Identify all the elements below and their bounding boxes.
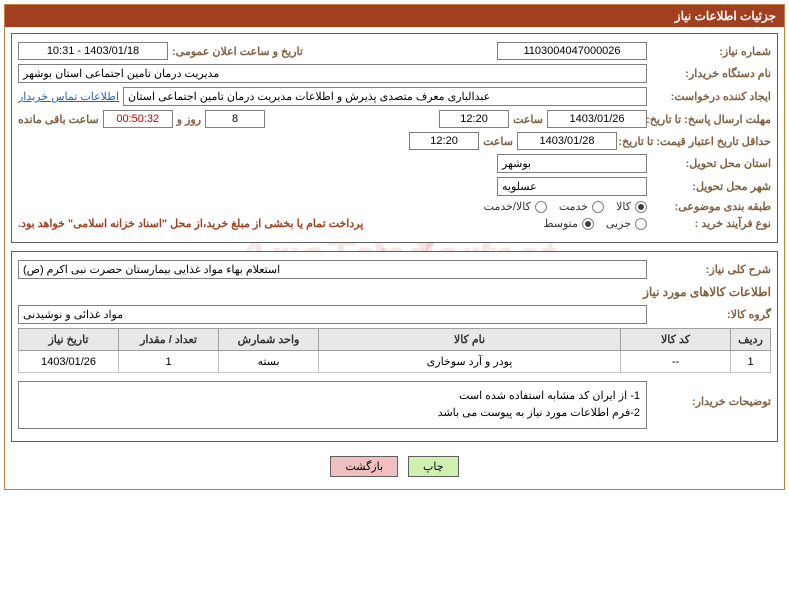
city-field: عسلویه bbox=[497, 177, 647, 196]
th-unit: واحد شمارش bbox=[219, 329, 319, 351]
buyer-notes-label: توضیحات خریدار: bbox=[651, 381, 771, 408]
radio-service[interactable]: خدمت bbox=[559, 200, 604, 213]
th-qty: تعداد / مقدار bbox=[119, 329, 219, 351]
radio-label: جزیی bbox=[606, 217, 631, 230]
details-box: شرح کلی نیاز: استعلام بهاء مواد غذایی بی… bbox=[11, 251, 778, 442]
days-remaining-field: 8 bbox=[205, 110, 265, 128]
radio-icon bbox=[535, 201, 547, 213]
buyer-org-field: مدیریت درمان تامین اجتماعی استان بوشهر bbox=[18, 64, 647, 83]
back-button[interactable]: بازگشت bbox=[330, 456, 398, 477]
response-time-field: 12:20 bbox=[439, 110, 509, 128]
goods-group-field: مواد غذائی و نوشیدنی bbox=[18, 305, 647, 324]
td-qty: 1 bbox=[119, 351, 219, 373]
radio-label: متوسط bbox=[543, 217, 578, 230]
td-date: 1403/01/26 bbox=[19, 351, 119, 373]
announce-date-label: تاریخ و ساعت اعلان عمومی: bbox=[172, 45, 303, 58]
requester-field: عبدالباری معرف متصدی پذیرش و اطلاعات مدی… bbox=[123, 87, 647, 106]
th-date: تاریخ نیاز bbox=[19, 329, 119, 351]
panel-body: AriaTender.net شماره نیاز: 1103004047000… bbox=[5, 27, 784, 489]
need-desc-field: استعلام بهاء مواد غذایی بیمارستان حضرت ن… bbox=[18, 260, 647, 279]
purchase-type-label: نوع فرآیند خرید : bbox=[651, 217, 771, 230]
radio-label: کالا/خدمت bbox=[484, 200, 531, 213]
radio-medium[interactable]: متوسط bbox=[543, 217, 594, 230]
td-row: 1 bbox=[731, 351, 771, 373]
td-code: -- bbox=[621, 351, 731, 373]
goods-table: ردیف کد کالا نام کالا واحد شمارش تعداد /… bbox=[18, 328, 771, 373]
need-desc-label: شرح کلی نیاز: bbox=[651, 263, 771, 276]
buyer-note-line1: 1- از ایران کد مشابه استفاده شده است bbox=[25, 388, 640, 405]
panel-title: جزئیات اطلاعات نیاز bbox=[5, 5, 784, 27]
goods-info-title: اطلاعات کالاهای مورد نیاز bbox=[18, 285, 771, 299]
buyer-note-line2: 2-فرم اطلاعات مورد نیاز به پیوست می باشد bbox=[25, 405, 640, 422]
time-label-1: ساعت bbox=[513, 113, 543, 126]
payment-note: پرداخت تمام یا بخشی از مبلغ خرید،از محل … bbox=[18, 217, 363, 230]
time-remaining-field: 00:50:32 bbox=[103, 110, 173, 128]
radio-goods[interactable]: کالا bbox=[616, 200, 647, 213]
response-deadline-label: مهلت ارسال پاسخ: تا تاریخ: bbox=[651, 113, 771, 126]
radio-icon bbox=[635, 218, 647, 230]
table-header-row: ردیف کد کالا نام کالا واحد شمارش تعداد /… bbox=[19, 329, 771, 351]
validity-label: حداقل تاریخ اعتبار قیمت: تا تاریخ: bbox=[621, 135, 771, 148]
category-radio-group: کالا خدمت کالا/خدمت bbox=[484, 200, 647, 213]
requester-label: ایجاد کننده درخواست: bbox=[651, 90, 771, 103]
th-row: ردیف bbox=[731, 329, 771, 351]
details-panel: جزئیات اطلاعات نیاز AriaTender.net شماره… bbox=[4, 4, 785, 490]
buyer-notes-box: 1- از ایران کد مشابه استفاده شده است 2-ف… bbox=[18, 381, 647, 429]
button-row: چاپ بازگشت bbox=[11, 450, 778, 483]
announce-date-field: 1403/01/18 - 10:31 bbox=[18, 42, 168, 60]
print-button[interactable]: چاپ bbox=[408, 456, 459, 477]
th-code: کد کالا bbox=[621, 329, 731, 351]
goods-group-label: گروه کالا: bbox=[651, 308, 771, 321]
radio-label: کالا bbox=[616, 200, 631, 213]
need-number-field: 1103004047000026 bbox=[497, 42, 647, 60]
need-number-label: شماره نیاز: bbox=[651, 45, 771, 58]
td-name: پودر و آرد سوخاری bbox=[319, 351, 621, 373]
table-row: 1 -- پودر و آرد سوخاری بسته 1 1403/01/26 bbox=[19, 351, 771, 373]
city-label: شهر محل تحویل: bbox=[651, 180, 771, 193]
response-date-field: 1403/01/26 bbox=[547, 110, 647, 128]
radio-goods-service[interactable]: کالا/خدمت bbox=[484, 200, 547, 213]
radio-icon bbox=[592, 201, 604, 213]
time-label-2: ساعت bbox=[483, 135, 513, 148]
category-label: طبقه بندی موضوعی: bbox=[651, 200, 771, 213]
province-label: استان محل تحویل: bbox=[651, 157, 771, 170]
validity-time-field: 12:20 bbox=[409, 132, 479, 150]
th-name: نام کالا bbox=[319, 329, 621, 351]
validity-date-field: 1403/01/28 bbox=[517, 132, 617, 150]
remaining-label: ساعت باقی مانده bbox=[18, 113, 99, 126]
radio-label: خدمت bbox=[559, 200, 588, 213]
radio-icon bbox=[635, 201, 647, 213]
days-and-label: روز و bbox=[177, 113, 201, 126]
td-unit: بسته bbox=[219, 351, 319, 373]
contact-link[interactable]: اطلاعات تماس خریدار bbox=[18, 90, 119, 103]
province-field: بوشهر bbox=[497, 154, 647, 173]
radio-partial[interactable]: جزیی bbox=[606, 217, 647, 230]
purchase-radio-group: جزیی متوسط bbox=[543, 217, 647, 230]
buyer-org-label: نام دستگاه خریدار: bbox=[651, 67, 771, 80]
radio-icon bbox=[582, 218, 594, 230]
main-info-box: شماره نیاز: 1103004047000026 تاریخ و ساع… bbox=[11, 33, 778, 243]
